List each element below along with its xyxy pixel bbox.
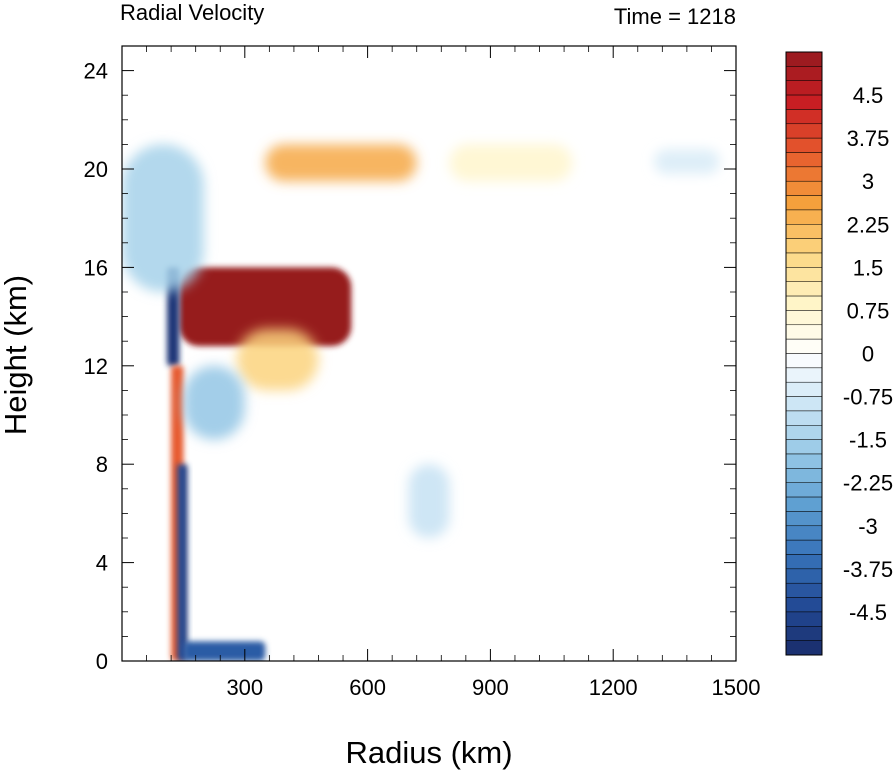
y-tick-label: 12 [84,354,108,379]
y-axis-label: Height (km) [0,275,33,435]
colorbar-segment [785,525,823,541]
colorbar-segment [785,224,823,239]
colorbar-label: -2.25 [843,471,893,496]
colorbar-segment [785,511,823,527]
inflow-region [167,267,180,366]
colorbar-segment [785,425,823,440]
colorbar-segment [785,94,823,110]
colorbar-segment [785,267,823,282]
colorbar-label: -0.75 [843,385,893,410]
colorbar-segment [785,123,823,139]
colorbar-segment [785,453,823,469]
chart-title: Radial Velocity [120,0,264,25]
colorbar-segment [785,109,823,125]
colorbar-segment [785,195,823,211]
upper-inflow-region [122,144,204,292]
outflow-region [179,267,352,347]
colorbar-segment [785,281,823,297]
colorbar-segment [785,209,823,225]
colorbar-segment [785,626,823,641]
colorbar-segment [785,496,823,512]
mid-inflow-region [183,365,245,440]
colorbar-segment [785,80,823,96]
colorbar-segment [785,396,823,412]
y-tick-label: 8 [96,452,108,477]
colorbar-label: 1.5 [853,255,884,280]
plot-background [122,46,736,661]
y-axis-ticks: 0 4 8 12 16 20 24 [84,59,736,674]
colorbar-label: 3.75 [847,126,890,151]
x-tick-label: 1200 [589,675,638,700]
x-tick-label: 600 [349,675,386,700]
x-axis-label: Radius (km) [345,735,512,770]
colorbar-segment [785,381,823,397]
weak-outflow-region [449,144,573,182]
colorbar-segment [785,410,823,426]
y-tick-label: 0 [96,649,108,674]
colorbar-label: 0 [862,342,874,367]
colorbar-segment [785,338,823,354]
colorbar-segment [785,295,823,311]
colorbar-segment [785,180,823,196]
colorbar-label: 0.75 [847,298,890,323]
colorbar-segment [785,640,823,656]
colorbar: 4.5 3.75 3 2.25 1.5 0.75 0 -0.75 -1.5 -2.25 -3 -3.7… [785,51,893,656]
colorbar-segment [785,353,823,369]
x-tick-label: 300 [226,675,263,700]
lower-inflow-region [408,464,450,538]
colorbar-segment [785,539,823,555]
colorbar-segment [785,568,823,584]
colorbar-label: 3 [862,169,874,194]
velocity-field [122,144,720,661]
colorbar-segment [785,554,823,570]
plot-area: 300 600 900 1200 1500 0 4 8 12 16 20 24 [84,45,761,700]
weak-inflow-region [654,149,720,174]
x-axis-ticks: 300 600 900 1200 1500 [146,46,761,700]
colorbar-segment [785,439,823,455]
plot-frame [121,45,737,662]
colorbar-label: -3.75 [843,557,893,582]
y-tick-label: 16 [84,255,108,280]
y-tick-label: 4 [96,551,108,576]
chart-subtitle: Time = 1218 [614,4,736,29]
x-tick-label: 900 [472,675,509,700]
colorbar-segment [785,166,823,182]
eyewall-inflow-region [177,464,188,661]
colorbar-segment [785,367,823,383]
x-tick-label: 1500 [712,675,761,700]
upper-outflow-region [265,144,417,182]
y-tick-label: 20 [84,157,108,182]
colorbar-label: 2.25 [847,212,890,237]
colorbar-segment [785,310,823,326]
colorbar-segment [785,137,823,153]
colorbar-frame [785,51,823,656]
colorbar-segment [785,582,823,598]
colorbar-segment [785,252,823,268]
colorbar-label: -3 [858,514,878,539]
colorbar-label: -1.5 [849,428,887,453]
colorbar-label: 4.5 [853,83,884,108]
colorbar-segment [785,51,823,67]
mid-outflow-region [236,328,319,391]
colorbar-segment [785,238,823,254]
colorbar-segment [785,482,823,498]
colorbar-segment [785,468,823,483]
colorbar-label: -4.5 [849,600,887,625]
colorbar-segment [785,611,823,627]
colorbar-segment [785,597,823,613]
colorbar-segment [785,324,823,340]
colorbar-segment [785,152,823,168]
colorbar-segment [785,66,823,81]
y-tick-label: 24 [84,59,108,84]
